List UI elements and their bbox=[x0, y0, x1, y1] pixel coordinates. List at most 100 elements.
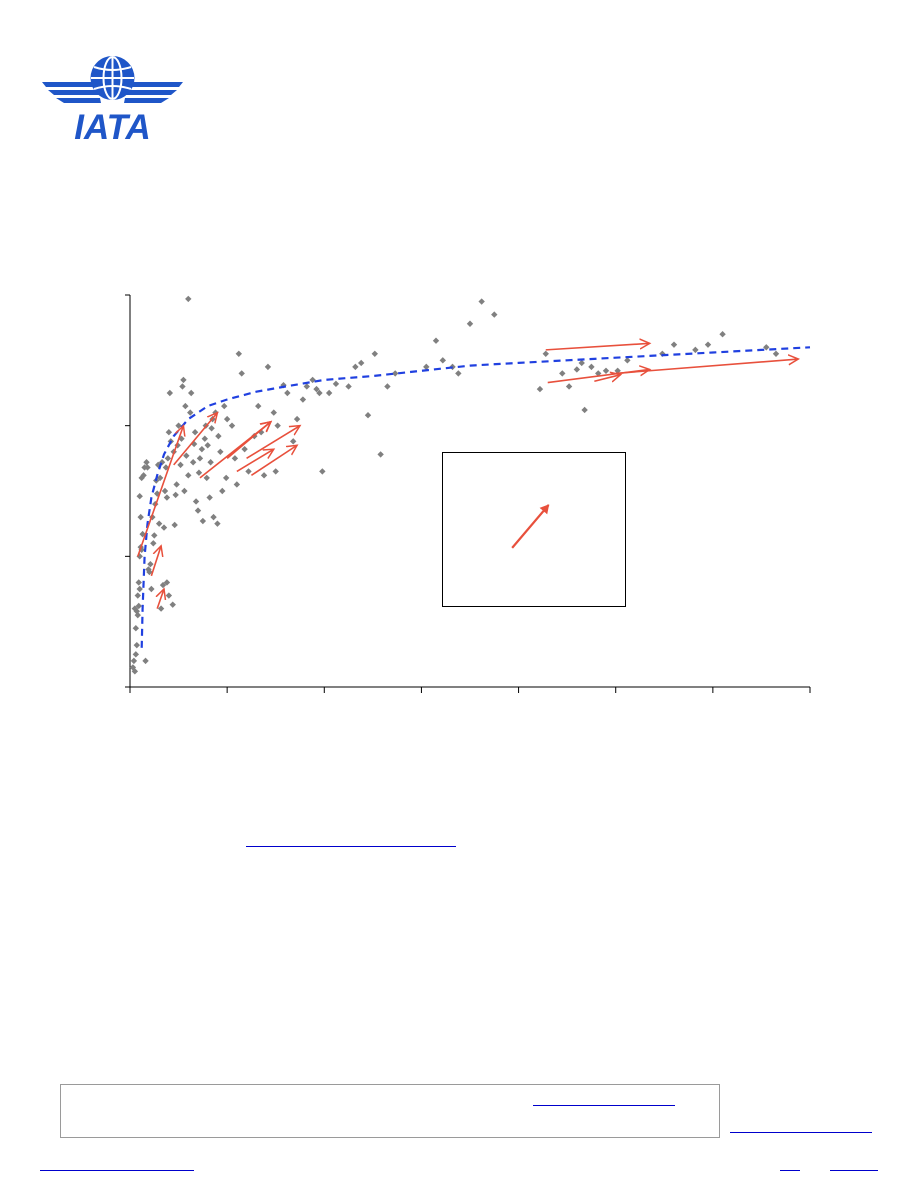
data-point bbox=[624, 357, 631, 364]
data-point bbox=[178, 435, 185, 442]
data-point bbox=[210, 513, 217, 521]
data-point bbox=[140, 472, 147, 479]
data-point bbox=[196, 455, 204, 462]
data-point bbox=[325, 389, 333, 397]
reference-link[interactable] bbox=[246, 832, 456, 847]
data-point bbox=[223, 415, 231, 423]
data-point bbox=[231, 455, 239, 462]
data-point bbox=[138, 546, 145, 553]
data-point bbox=[255, 402, 262, 410]
data-point bbox=[423, 363, 430, 371]
data-point bbox=[147, 560, 154, 568]
data-point bbox=[132, 625, 140, 632]
data-point bbox=[439, 357, 446, 364]
data-point bbox=[214, 520, 221, 527]
data-point bbox=[659, 350, 666, 357]
data-point bbox=[144, 464, 151, 471]
data-point bbox=[299, 396, 307, 403]
data-point bbox=[179, 383, 186, 390]
data-point bbox=[222, 474, 230, 482]
trend-line bbox=[140, 346, 811, 648]
change-arrow bbox=[250, 445, 297, 476]
data-point bbox=[217, 448, 224, 455]
data-point bbox=[181, 487, 188, 495]
data-point bbox=[290, 438, 297, 445]
side-link[interactable] bbox=[730, 1120, 872, 1133]
data-point bbox=[192, 498, 200, 505]
data-point bbox=[137, 513, 144, 521]
data-point bbox=[136, 493, 143, 500]
data-point bbox=[143, 459, 150, 466]
data-point bbox=[188, 389, 195, 397]
data-point bbox=[163, 494, 171, 501]
data-point bbox=[185, 295, 192, 303]
data-point bbox=[177, 461, 184, 469]
data-point bbox=[165, 592, 173, 599]
data-point bbox=[130, 657, 138, 665]
data-point bbox=[233, 481, 241, 488]
inset-legend-box bbox=[442, 452, 626, 607]
data-point bbox=[319, 468, 326, 475]
data-point bbox=[478, 298, 485, 305]
data-point bbox=[284, 389, 291, 397]
data-point bbox=[345, 383, 352, 390]
data-point bbox=[150, 540, 157, 547]
data-point bbox=[164, 455, 172, 462]
bottom-right-link[interactable] bbox=[830, 1158, 878, 1171]
data-point bbox=[274, 422, 281, 429]
data-point bbox=[154, 490, 161, 497]
data-point bbox=[332, 380, 340, 388]
data-point bbox=[198, 445, 206, 453]
chart-svg bbox=[125, 294, 811, 693]
inset-example-arrow bbox=[511, 504, 550, 549]
data-point bbox=[131, 605, 139, 612]
scatter-chart bbox=[110, 285, 830, 705]
data-point bbox=[245, 468, 252, 475]
data-point bbox=[215, 432, 222, 440]
data-point bbox=[670, 341, 678, 348]
data-point bbox=[189, 459, 197, 466]
change-arrow bbox=[173, 413, 218, 466]
data-point bbox=[204, 442, 211, 449]
change-arrow bbox=[137, 426, 184, 557]
data-point bbox=[352, 363, 359, 371]
data-point bbox=[565, 383, 573, 390]
data-point bbox=[293, 415, 301, 423]
bottom-left-link[interactable] bbox=[40, 1158, 194, 1171]
data-point bbox=[432, 337, 440, 344]
data-point bbox=[163, 579, 171, 586]
data-point bbox=[151, 532, 158, 539]
data-point bbox=[228, 422, 236, 429]
data-point bbox=[191, 429, 199, 436]
data-point bbox=[536, 385, 544, 393]
data-point bbox=[194, 507, 202, 514]
footer-box-link[interactable] bbox=[533, 1095, 675, 1106]
change-arrow bbox=[615, 359, 799, 375]
logo-text: IATA bbox=[74, 108, 150, 145]
data-point bbox=[455, 370, 462, 377]
data-point bbox=[542, 350, 549, 357]
data-point bbox=[238, 370, 245, 377]
data-point bbox=[316, 389, 323, 397]
bottom-middle-link[interactable] bbox=[780, 1158, 800, 1171]
data-point bbox=[132, 651, 140, 658]
data-point bbox=[199, 517, 207, 525]
data-point bbox=[392, 370, 399, 377]
data-point bbox=[203, 474, 210, 482]
data-point bbox=[166, 389, 174, 397]
data-point bbox=[148, 585, 155, 593]
data-point bbox=[187, 409, 194, 416]
change-arrow bbox=[594, 375, 620, 382]
change-arrow bbox=[157, 589, 164, 609]
data-point bbox=[573, 366, 581, 373]
data-point bbox=[169, 601, 176, 608]
iata-logo: IATA bbox=[42, 56, 183, 145]
data-point bbox=[763, 344, 770, 351]
data-point bbox=[235, 350, 242, 357]
data-point bbox=[221, 402, 228, 410]
data-point bbox=[207, 459, 214, 466]
data-point bbox=[182, 402, 189, 410]
data-point bbox=[142, 657, 149, 665]
data-point bbox=[581, 406, 588, 414]
data-point bbox=[165, 429, 173, 436]
